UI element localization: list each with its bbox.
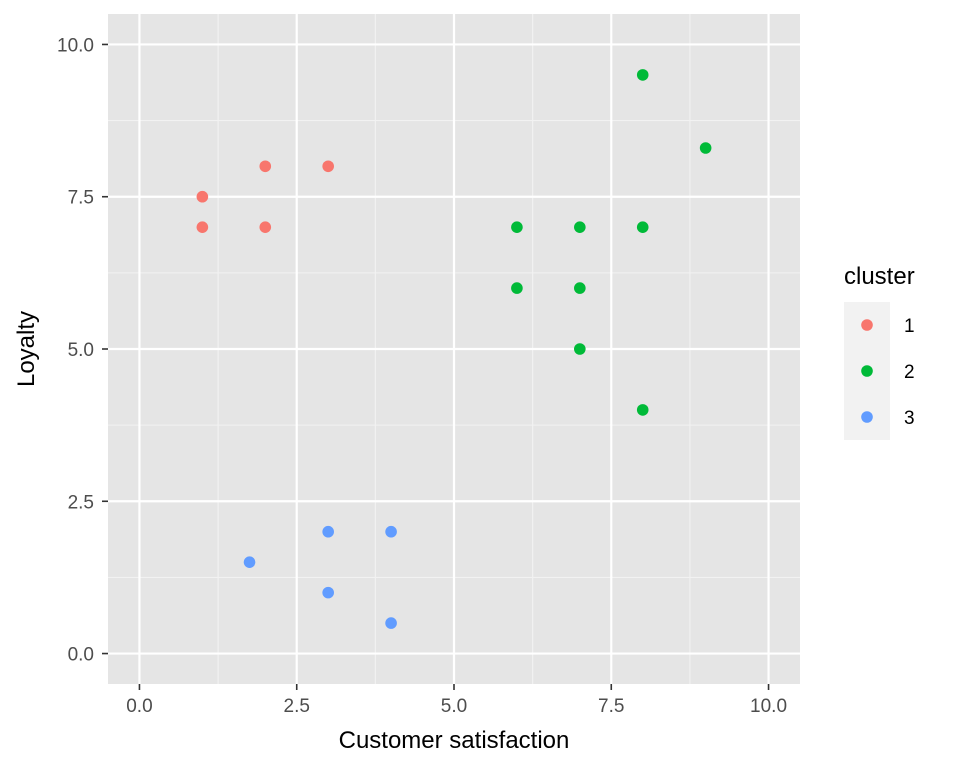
legend: cluster 1 2 3 bbox=[844, 263, 915, 440]
legend-key-dot bbox=[861, 365, 873, 377]
x-tick-label: 10.0 bbox=[750, 696, 787, 717]
scatter-point-cluster-3 bbox=[385, 525, 397, 538]
legend-item-1: 1 bbox=[844, 302, 915, 348]
points-layer bbox=[196, 69, 712, 629]
x-axis: 0.0 2.5 5.0 7.5 10.0 bbox=[126, 684, 787, 717]
x-tick-label: 0.0 bbox=[126, 696, 152, 717]
scatter-point-cluster-2 bbox=[574, 221, 586, 233]
legend-items: 1 2 3 bbox=[844, 302, 915, 440]
scatter-point-cluster-3 bbox=[243, 556, 256, 568]
legend-title: cluster bbox=[844, 263, 915, 290]
major-grid bbox=[108, 14, 800, 684]
x-axis-title: Customer satisfaction bbox=[339, 727, 570, 754]
scatter-point-cluster-1 bbox=[259, 160, 272, 173]
y-tick-label: 5.0 bbox=[68, 340, 94, 361]
legend-label: 1 bbox=[904, 316, 915, 337]
legend-key-dot bbox=[861, 411, 873, 423]
scatter-point-cluster-2 bbox=[636, 221, 649, 233]
scatter-point-cluster-1 bbox=[322, 160, 334, 173]
scatter-point-cluster-2 bbox=[699, 142, 712, 154]
scatter-point-cluster-2 bbox=[574, 282, 586, 294]
scatter-point-cluster-3 bbox=[385, 617, 397, 629]
x-tick-label: 2.5 bbox=[284, 696, 310, 717]
scatter-point-cluster-1 bbox=[196, 190, 209, 203]
y-axis-title: Loyalty bbox=[13, 311, 40, 387]
y-tick-label: 10.0 bbox=[57, 35, 94, 56]
y-tick-label: 7.5 bbox=[68, 188, 94, 209]
scatter-point-cluster-3 bbox=[322, 586, 334, 599]
scatter-point-cluster-2 bbox=[636, 404, 649, 416]
y-axis: 0.0 2.5 5.0 7.5 10.0 bbox=[57, 35, 108, 666]
legend-label: 3 bbox=[904, 408, 915, 429]
y-tick-label: 2.5 bbox=[68, 492, 94, 513]
scatter-point-cluster-3 bbox=[322, 525, 334, 538]
scatter-point-cluster-2 bbox=[636, 69, 649, 81]
x-tick-label: 7.5 bbox=[598, 696, 624, 717]
scatter-point-cluster-2 bbox=[511, 282, 523, 294]
scatter-point-cluster-1 bbox=[259, 221, 272, 233]
scatter-point-cluster-2 bbox=[511, 221, 523, 233]
scatter-point-cluster-2 bbox=[574, 343, 586, 355]
legend-item-2: 2 bbox=[844, 348, 915, 394]
y-tick-label: 0.0 bbox=[68, 645, 94, 666]
scatter-point-cluster-1 bbox=[196, 221, 209, 233]
x-tick-label: 5.0 bbox=[441, 696, 467, 717]
legend-label: 2 bbox=[904, 362, 915, 383]
legend-key-dot bbox=[861, 319, 873, 331]
legend-item-3: 3 bbox=[844, 394, 915, 440]
